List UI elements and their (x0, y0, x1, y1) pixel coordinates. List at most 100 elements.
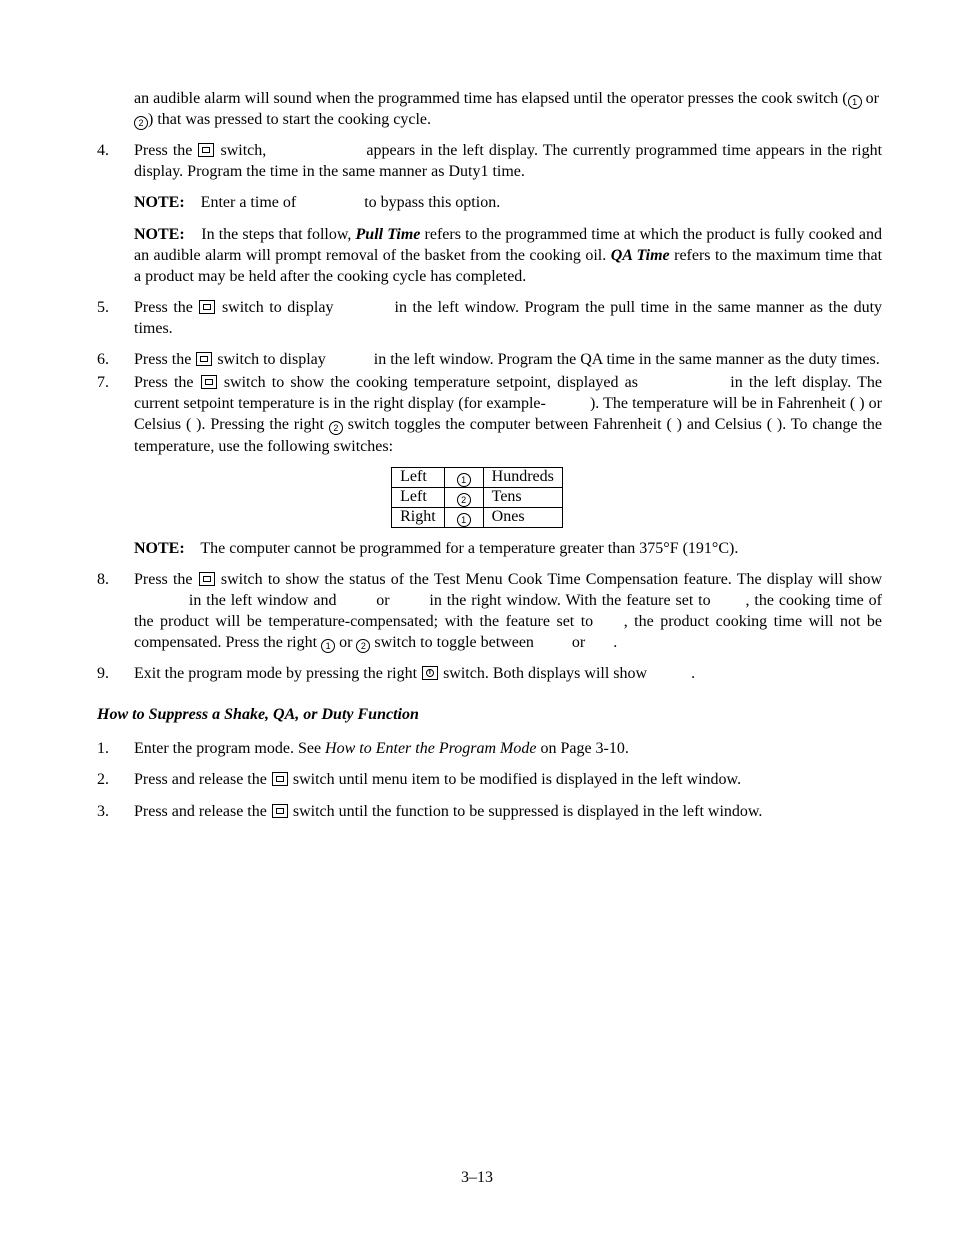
text: Enter a time of (201, 194, 297, 211)
circle-2-icon: 2 (134, 116, 148, 130)
power-switch-icon (422, 666, 438, 680)
text: on Page 3-10. (536, 740, 628, 757)
text: Press the (134, 571, 198, 588)
table-row: Left 2 Tens (392, 487, 563, 507)
step-number: 1. (97, 738, 134, 759)
circle-2-icon: 2 (329, 421, 343, 435)
text: in the left window and (184, 592, 341, 609)
note-max-temp: NOTE: The computer cannot be programmed … (134, 538, 882, 559)
step-number: 5. (97, 297, 134, 339)
step-9: 9. Exit the program mode by pressing the… (97, 663, 882, 684)
note-label: NOTE: (134, 540, 185, 557)
step-number: 7. (97, 372, 134, 456)
switch-icon (199, 300, 215, 314)
step-body: Press the switch to show the status of t… (134, 569, 882, 653)
text: switch to display (213, 351, 329, 368)
step-number: 8. (97, 569, 134, 653)
cell: 1 (444, 507, 483, 527)
cell: Right (392, 507, 445, 527)
text: switch. Both displays will show (439, 665, 651, 682)
text: Press and release the (134, 771, 271, 788)
text: an audible alarm will sound when the pro… (134, 90, 848, 107)
text: switch to show the cooking temperature s… (218, 374, 644, 391)
text: switch to show the status of the Test Me… (216, 571, 882, 588)
text: Press the (134, 142, 197, 159)
suppress-step-3: 3. Press and release the switch until th… (97, 801, 882, 822)
text: ) that was pressed to start the cooking … (148, 111, 431, 128)
cell: Left (392, 487, 445, 507)
note-label: NOTE: (134, 226, 185, 243)
text: . (691, 665, 695, 682)
text: or (371, 592, 394, 609)
circle-1-icon: 1 (457, 473, 471, 487)
switch-icon (198, 143, 214, 157)
text: switch, (215, 142, 266, 159)
step-body: Press the switch to display in the left … (134, 297, 882, 339)
text: Press and release the (134, 803, 271, 820)
circle-2-icon: 2 (457, 493, 471, 507)
cell: Tens (483, 487, 562, 507)
step-body: Press the switch, appears in the left di… (134, 140, 882, 182)
table-row: Right 1 Ones (392, 507, 563, 527)
text: Press the (134, 351, 195, 368)
text: switch until menu item to be modified is… (289, 771, 741, 788)
text: The computer cannot be programmed for a … (200, 540, 738, 557)
text: to bypass this option. (364, 194, 500, 211)
cell: Left (392, 467, 445, 487)
switch-table: Left 1 Hundreds Left 2 Tens Right 1 Ones (391, 467, 563, 528)
text: Enter the program mode. See (134, 740, 325, 757)
text: or (862, 90, 879, 107)
note-label: NOTE: (134, 194, 185, 211)
step-number: 2. (97, 769, 134, 790)
text: or (568, 634, 589, 651)
page: an audible alarm will sound when the pro… (0, 0, 954, 1235)
switch-icon (196, 352, 212, 366)
note-bypass: NOTE: Enter a time of to bypass this opt… (134, 192, 882, 213)
step-body: Press and release the switch until menu … (134, 769, 882, 790)
step-5: 5. Press the switch to display in the le… (97, 297, 882, 339)
switch-icon (199, 572, 215, 586)
text: in the right window. With the feature se… (425, 592, 716, 609)
text: Press the (134, 299, 198, 316)
page-number: 3–13 (0, 1169, 954, 1187)
suppress-step-2: 2. Press and release the switch until me… (97, 769, 882, 790)
note-pull-qa: NOTE: In the steps that follow, Pull Tim… (134, 224, 882, 287)
text: switch until the function to be suppress… (289, 803, 763, 820)
section-title: How to Suppress a Shake, QA, or Duty Fun… (97, 706, 882, 724)
text: Press the (134, 374, 200, 391)
step-4: 4. Press the switch, appears in the left… (97, 140, 882, 182)
step-body: Press the switch to show the cooking tem… (134, 372, 882, 456)
step-number: 4. (97, 140, 134, 182)
circle-1-icon: 1 (321, 639, 335, 653)
step-number: 9. (97, 663, 134, 684)
text: In the steps that follow, (201, 226, 355, 243)
table-row: Left 1 Hundreds (392, 467, 563, 487)
cell: 2 (444, 487, 483, 507)
suppress-step-1: 1. Enter the program mode. See How to En… (97, 738, 882, 759)
step-body: Enter the program mode. See How to Enter… (134, 738, 882, 759)
switch-icon (272, 804, 288, 818)
step-body: Press and release the switch until the f… (134, 801, 882, 822)
circle-1-icon: 1 (457, 513, 471, 527)
text: or (335, 634, 356, 651)
step-number: 3. (97, 801, 134, 822)
cell: Ones (483, 507, 562, 527)
text: switch to display (216, 299, 339, 316)
text: . (613, 634, 617, 651)
switch-icon (272, 772, 288, 786)
text: in the left window. Program the QA time … (370, 351, 880, 368)
text: switch to toggle between (370, 634, 538, 651)
cell: Hundreds (483, 467, 562, 487)
step-8: 8. Press the switch to show the status o… (97, 569, 882, 653)
step-7: 7. Press the switch to show the cooking … (97, 372, 882, 456)
switch-icon (201, 375, 217, 389)
step-number: 6. (97, 349, 134, 370)
circle-2-icon: 2 (356, 639, 370, 653)
step-body: Exit the program mode by pressing the ri… (134, 663, 882, 684)
step-body: Press the switch to display in the left … (134, 349, 882, 370)
pull-time-term: Pull Time (356, 226, 421, 243)
cell: 1 (444, 467, 483, 487)
step-6: 6. Press the switch to display in the le… (97, 349, 882, 370)
text: Exit the program mode by pressing the ri… (134, 665, 421, 682)
intro-continuation: an audible alarm will sound when the pro… (134, 88, 882, 130)
